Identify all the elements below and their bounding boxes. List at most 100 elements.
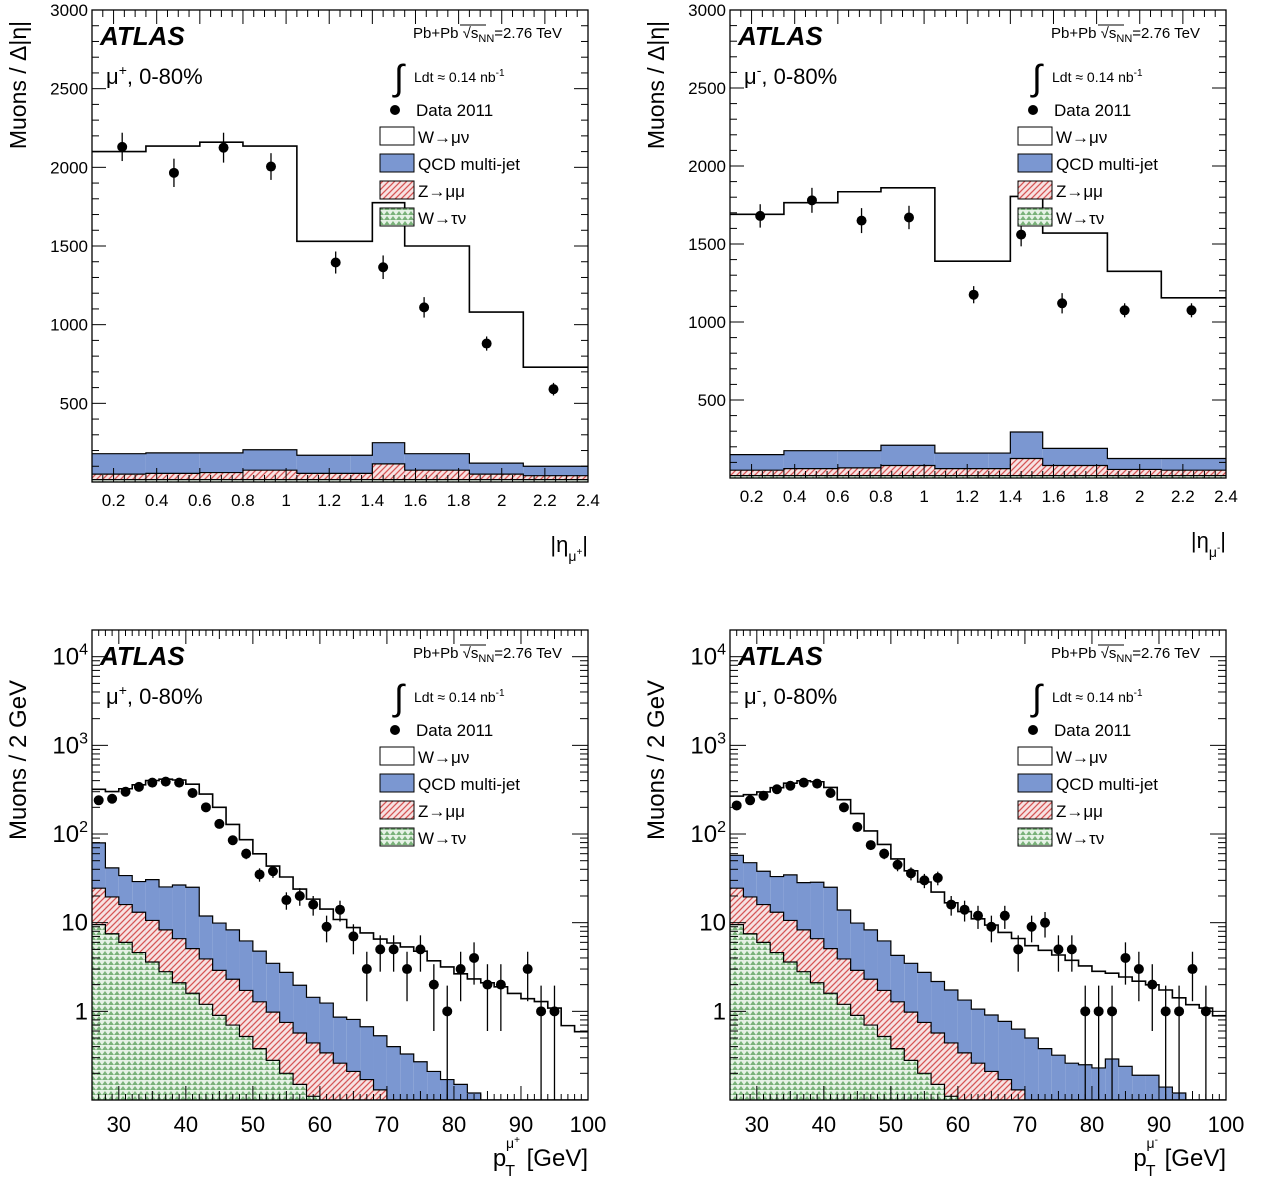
data-point — [1200, 1006, 1211, 1017]
data-point — [812, 778, 823, 789]
x-tick-label: 80 — [442, 1112, 466, 1137]
data-point — [174, 777, 185, 788]
wtaunu-bar — [118, 942, 133, 1100]
data-point — [241, 848, 252, 859]
qcd-bar — [1051, 1055, 1066, 1100]
qcd-bar — [1038, 1048, 1052, 1100]
data-point — [1040, 917, 1051, 928]
energy-label: Pb+Pb √sNN=2.76 TeV — [1051, 645, 1200, 665]
x-tick-label: 90 — [509, 1112, 533, 1137]
zmumu-bar — [360, 1079, 374, 1100]
y-axis-title: Muons / 2 GeV — [643, 680, 670, 840]
wtaunu-bar — [279, 1073, 294, 1100]
legend-label: QCD multi-jet — [1056, 155, 1158, 174]
data-point — [107, 793, 118, 804]
legend-label: QCD multi-jet — [418, 155, 520, 174]
wtaunu-bar — [850, 1015, 865, 1100]
zmumu-bar — [971, 1063, 985, 1100]
y-tick-label: 104 — [690, 642, 726, 671]
data-point — [1013, 944, 1024, 955]
wtaunu-bar — [756, 942, 771, 1100]
y-tick-label: 2500 — [688, 79, 726, 98]
data-point — [428, 979, 439, 990]
y-tick-label: 1 — [75, 998, 88, 1025]
qcd-bar — [1145, 1075, 1159, 1100]
y-tick-label: 2000 — [688, 157, 726, 176]
zmumu-bar — [306, 1042, 320, 1100]
integral-icon: ∫ — [1030, 677, 1044, 718]
x-axis-title: |ημ-| — [1191, 528, 1226, 560]
legend-label: Data 2011 — [1054, 721, 1131, 740]
zmumu-bar — [998, 1079, 1012, 1100]
data-point — [522, 964, 533, 975]
histogram-stack — [730, 187, 1226, 478]
x-tick-label: 70 — [1013, 1112, 1037, 1137]
zmumu-bar — [880, 465, 935, 478]
y-tick-label: 103 — [52, 730, 88, 759]
wtaunu-bar — [212, 1015, 227, 1100]
data-point — [402, 964, 413, 975]
data-point — [160, 776, 171, 787]
x-tick-label: 1 — [919, 487, 928, 506]
data-point — [419, 302, 430, 313]
x-tick-label: 0.2 — [740, 487, 764, 506]
legend-swatch-wmunu — [1017, 746, 1053, 766]
wtaunu-bar — [797, 971, 811, 1100]
legend-swatch-zmumu — [379, 180, 415, 200]
data-point — [254, 869, 265, 880]
wtaunu-bar — [469, 479, 524, 482]
x-axis-title: pTμ- [GeV] — [1133, 1135, 1226, 1180]
energy-label: Pb+Pb √sNN=2.76 TeV — [413, 645, 562, 665]
zmumu-bar — [1010, 458, 1043, 478]
y-tick-label: 3000 — [688, 1, 726, 20]
x-tick-label: 2.4 — [576, 491, 600, 510]
wtaunu-bar — [185, 993, 200, 1100]
experiment-label: ATLAS — [99, 21, 185, 51]
data-point — [536, 1006, 547, 1017]
wtaunu-bar — [904, 1060, 918, 1100]
wtaunu-bar — [132, 952, 146, 1100]
data-point — [1066, 944, 1077, 955]
lumi-label: Ldt ≈ 0.14 nb-1 — [414, 68, 505, 85]
data-point — [825, 788, 836, 799]
data-point — [968, 289, 979, 300]
histogram-stack — [92, 141, 588, 482]
legend-label: W→τν — [1056, 829, 1104, 848]
x-tick-label: 50 — [241, 1112, 265, 1137]
wtaunu-bar — [199, 1004, 213, 1100]
y-tick-label: 1 — [713, 998, 726, 1025]
data-point — [321, 921, 332, 932]
legend-swatch-qcd — [1017, 773, 1053, 793]
data-point — [903, 212, 914, 223]
data-point — [1186, 305, 1197, 316]
zmumu-bar — [1107, 469, 1162, 478]
x-axis-title: pTμ+ [GeV] — [493, 1135, 588, 1180]
qcd-outline — [730, 431, 1226, 460]
data-point — [361, 964, 372, 975]
x-tick-label: 1.2 — [317, 491, 341, 510]
wtaunu-outline — [730, 924, 1226, 1100]
data-point — [117, 141, 128, 152]
data-point — [798, 777, 809, 788]
y-tick-label: 2000 — [50, 158, 88, 177]
wtaunu-bar — [1107, 475, 1162, 478]
y-tick-label: 102 — [52, 819, 88, 848]
x-tick-label: 0.6 — [188, 491, 212, 510]
x-axis-title: |ημ+| — [550, 532, 588, 564]
legend-marker-data — [390, 725, 400, 735]
x-tick-label: 80 — [1080, 1112, 1104, 1137]
charge-centrality-label: μ-, 0-80% — [744, 682, 837, 709]
data-point — [335, 904, 345, 915]
wtaunu-bar — [159, 971, 173, 1100]
wtaunu-bar — [92, 924, 106, 1100]
legend-marker-data — [1028, 725, 1038, 735]
data-point — [348, 931, 359, 942]
qcd-outline — [92, 442, 588, 467]
qcd-bar — [1011, 1029, 1025, 1100]
legend-swatch-wmunu — [379, 746, 415, 766]
zmumu-bar — [372, 463, 405, 482]
zmumu-bar — [145, 473, 200, 482]
histogram-stack — [92, 778, 588, 1100]
